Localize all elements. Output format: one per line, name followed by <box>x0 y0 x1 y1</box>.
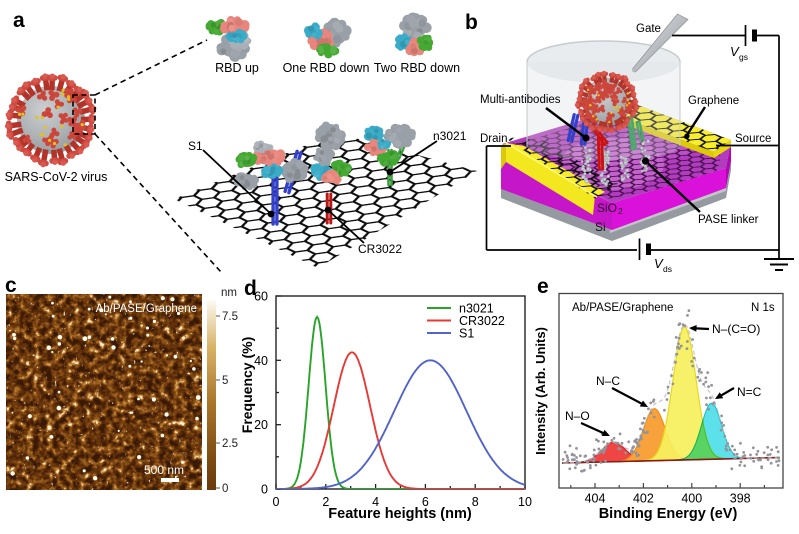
svg-text:8: 8 <box>472 495 479 509</box>
svg-text:400: 400 <box>681 492 702 506</box>
svg-text:ds: ds <box>663 264 672 274</box>
svg-text:a: a <box>13 9 25 32</box>
svg-text:Drain: Drain <box>480 133 507 145</box>
svg-text:Multi-antibodies: Multi-antibodies <box>480 94 561 106</box>
svg-text:Source: Source <box>735 133 771 145</box>
svg-text:N=C: N=C <box>737 385 762 399</box>
svg-text:N–O: N–O <box>565 409 590 423</box>
svg-text:20: 20 <box>254 418 268 432</box>
svg-text:S1: S1 <box>459 327 474 341</box>
svg-text:Ab/PASE/Graphene: Ab/PASE/Graphene <box>96 303 197 315</box>
svg-text:60: 60 <box>254 290 268 304</box>
svg-text:S1: S1 <box>188 139 203 153</box>
svg-text:398: 398 <box>730 492 751 506</box>
svg-text:402: 402 <box>633 492 654 506</box>
svg-text:0: 0 <box>261 483 268 497</box>
svg-text:Si: Si <box>595 220 606 234</box>
svg-text:404: 404 <box>585 492 606 506</box>
svg-text:gs: gs <box>739 52 748 62</box>
svg-text:10: 10 <box>518 495 532 509</box>
svg-text:Ab/PASE/Graphene: Ab/PASE/Graphene <box>572 302 673 314</box>
svg-text:c: c <box>5 274 17 297</box>
svg-text:Feature heights (nm): Feature heights (nm) <box>328 506 472 522</box>
svg-text:PASE linker: PASE linker <box>698 214 759 226</box>
svg-text:Intensity (Arb. Units): Intensity (Arb. Units) <box>533 327 548 455</box>
svg-text:0: 0 <box>273 495 280 509</box>
svg-text:2.5: 2.5 <box>222 438 238 450</box>
svg-text:nm: nm <box>221 287 237 299</box>
svg-text:N–(C=O): N–(C=O) <box>712 322 760 336</box>
svg-text:SiO: SiO <box>597 201 617 215</box>
svg-text:500 nm: 500 nm <box>144 463 184 477</box>
svg-text:7.5: 7.5 <box>222 311 238 323</box>
svg-text:N–C: N–C <box>596 374 620 388</box>
svg-text:0: 0 <box>222 483 228 495</box>
svg-text:Graphene: Graphene <box>688 95 739 107</box>
svg-text:e: e <box>537 275 549 298</box>
svg-text:5: 5 <box>222 375 228 387</box>
svg-text:CR3022: CR3022 <box>358 242 402 256</box>
svg-text:RBD up: RBD up <box>215 61 259 75</box>
svg-text:One RBD down: One RBD down <box>283 61 370 75</box>
svg-text:Two RBD down: Two RBD down <box>374 61 460 75</box>
svg-text:N 1s: N 1s <box>751 302 775 314</box>
svg-text:Binding Energy (eV): Binding Energy (eV) <box>599 506 738 522</box>
svg-text:n3021: n3021 <box>433 129 467 143</box>
svg-text:2: 2 <box>618 206 623 216</box>
svg-text:b: b <box>465 11 478 34</box>
svg-text:SARS-CoV-2 virus: SARS-CoV-2 virus <box>5 170 108 184</box>
svg-text:Gate: Gate <box>636 23 661 35</box>
svg-text:Frequency (%): Frequency (%) <box>239 337 255 433</box>
svg-text:40: 40 <box>254 354 268 368</box>
